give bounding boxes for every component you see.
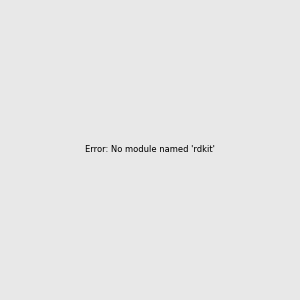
Text: Error: No module named 'rdkit': Error: No module named 'rdkit' [85, 146, 215, 154]
